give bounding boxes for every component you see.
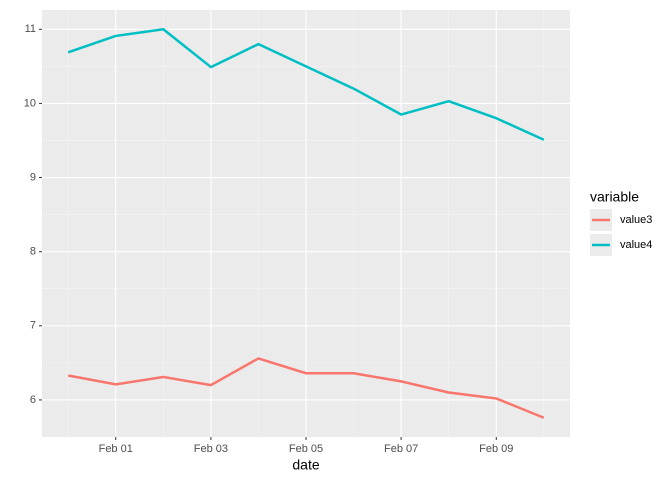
x-axis-label: date bbox=[292, 457, 319, 473]
x-tick-label: Feb 01 bbox=[99, 443, 133, 455]
legend-label: value4 bbox=[620, 239, 652, 251]
x-tick-label: Feb 07 bbox=[384, 443, 418, 455]
x-tick-label: Feb 09 bbox=[479, 443, 513, 455]
legend-title: variable bbox=[590, 189, 639, 205]
y-tick-label: 8 bbox=[30, 246, 36, 258]
y-tick-label: 10 bbox=[24, 97, 36, 109]
data-line bbox=[67, 357, 545, 419]
legend-label: value3 bbox=[620, 214, 652, 226]
y-tick-label: 11 bbox=[25, 23, 36, 35]
y-tick-label: 6 bbox=[30, 394, 36, 406]
y-tick-label: 7 bbox=[30, 320, 36, 332]
data-line bbox=[67, 28, 545, 141]
x-tick-label: Feb 05 bbox=[289, 443, 323, 455]
y-tick-label: 9 bbox=[30, 171, 36, 183]
x-tick-label: Feb 03 bbox=[194, 443, 228, 455]
